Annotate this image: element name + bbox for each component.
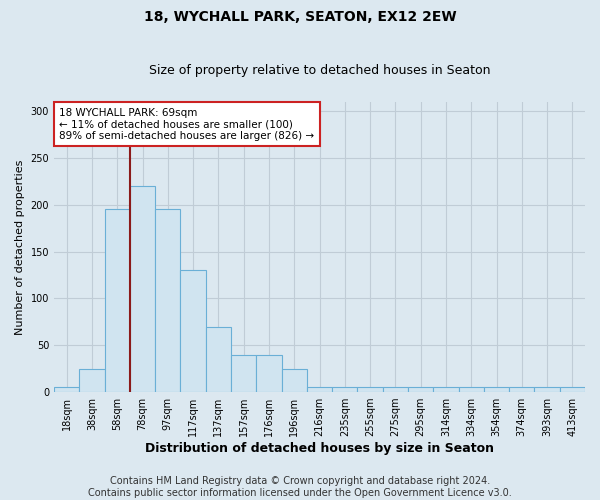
Bar — [79, 368, 104, 392]
Bar — [54, 388, 79, 392]
Bar — [256, 354, 281, 392]
Bar — [535, 388, 560, 392]
Title: Size of property relative to detached houses in Seaton: Size of property relative to detached ho… — [149, 64, 490, 77]
Y-axis label: Number of detached properties: Number of detached properties — [15, 159, 25, 334]
Bar — [307, 388, 332, 392]
Text: 18, WYCHALL PARK, SEATON, EX12 2EW: 18, WYCHALL PARK, SEATON, EX12 2EW — [143, 10, 457, 24]
Bar — [181, 270, 206, 392]
Bar — [509, 388, 535, 392]
Text: 18 WYCHALL PARK: 69sqm
← 11% of detached houses are smaller (100)
89% of semi-de: 18 WYCHALL PARK: 69sqm ← 11% of detached… — [59, 108, 314, 141]
Bar — [358, 388, 383, 392]
Bar — [433, 388, 458, 392]
Bar — [408, 388, 433, 392]
Bar — [332, 388, 358, 392]
Bar — [155, 210, 181, 392]
Bar — [206, 326, 231, 392]
Bar — [560, 388, 585, 392]
Text: Contains HM Land Registry data © Crown copyright and database right 2024.
Contai: Contains HM Land Registry data © Crown c… — [88, 476, 512, 498]
Bar — [484, 388, 509, 392]
X-axis label: Distribution of detached houses by size in Seaton: Distribution of detached houses by size … — [145, 442, 494, 455]
Bar — [383, 388, 408, 392]
Bar — [458, 388, 484, 392]
Bar — [130, 186, 155, 392]
Bar — [231, 354, 256, 392]
Bar — [281, 368, 307, 392]
Bar — [104, 210, 130, 392]
